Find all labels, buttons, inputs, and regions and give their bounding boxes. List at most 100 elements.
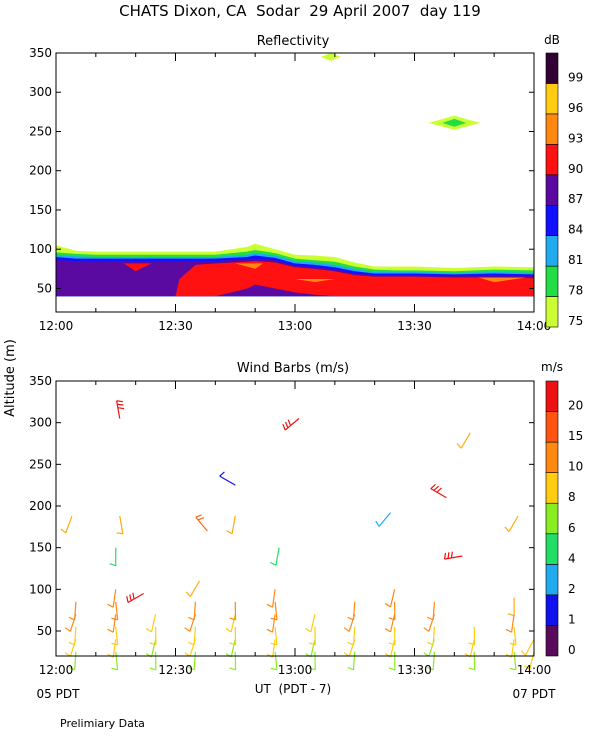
wind-barb [229, 651, 237, 671]
wind-barb [384, 614, 396, 633]
wind-ytick-label: 300 [29, 416, 52, 430]
reflectivity-ytick-label: 350 [29, 46, 52, 60]
wind-xtick-label: 12:30 [158, 663, 193, 677]
wind-barb [126, 592, 144, 604]
reflectivity-colorbar-swatch [545, 52, 559, 84]
wind-barb [384, 589, 396, 608]
wind-barb [468, 626, 476, 646]
reflectivity-colorbar-level-label: 84 [568, 223, 583, 237]
wind-colorbar-level-label: 8 [568, 490, 576, 504]
wind-barb [427, 651, 436, 671]
wind-barb [347, 601, 356, 621]
reflectivity-xtick-label: 14:00 [517, 319, 552, 333]
wind-barb [109, 547, 117, 567]
reflectivity-ytick-label: 150 [29, 203, 52, 217]
wind-barb [427, 601, 436, 621]
wind-colorbar-level-label: 10 [568, 460, 583, 474]
wind-barb [270, 626, 278, 646]
wind-barb [107, 614, 117, 633]
reflectivity-colorbar-level-label: 78 [568, 284, 583, 298]
wind-barb [523, 651, 535, 670]
wind-barb [188, 601, 197, 621]
wind-barb [468, 651, 476, 671]
wind-barb [270, 651, 278, 671]
wind-barb [305, 614, 316, 633]
reflectivity-colorbar-unit: dB [544, 33, 560, 47]
wind-barb [347, 651, 356, 671]
reflectivity-layer [123, 263, 152, 272]
reflectivity-xtick-label: 13:30 [397, 319, 432, 333]
wind-colorbar-unit: m/s [541, 360, 563, 374]
reflectivity-blob [442, 118, 467, 127]
reflectivity-colorbar-level-label: 93 [568, 131, 583, 145]
wind-barb [505, 614, 515, 633]
wind-barb [384, 639, 396, 658]
reflectivity-xtick-label: 12:30 [158, 319, 193, 333]
wind-colorbar-swatch [545, 625, 559, 657]
wind-ytick-label: 50 [37, 624, 52, 638]
wind-barb [388, 626, 396, 646]
wind-barb [347, 626, 356, 646]
wind-barb [309, 651, 316, 671]
reflectivity-colorbar-level-label: 90 [568, 162, 583, 176]
wind-barbs-plot: 50 100 150 200 250 300 350 12:00 12:30 13:00 13:30… [29, 374, 551, 677]
wind-barb [266, 639, 276, 658]
wind-xtick-label: 13:30 [397, 663, 432, 677]
reflectivity-blob [320, 53, 341, 61]
reflectivity-ytick-label: 300 [29, 85, 52, 99]
wind-barb [188, 626, 197, 646]
reflectivity-layer [235, 263, 264, 269]
reflectivity-ytick-label: 250 [29, 124, 52, 138]
reflectivity-ytick-label: 50 [37, 281, 52, 295]
wind-barb [388, 601, 396, 621]
reflectivity-colorbar-level-label: 87 [568, 192, 583, 206]
reflectivity-colorbar-swatch [545, 296, 559, 328]
wind-barb [507, 597, 515, 617]
reflectivity-colorbar-swatch [545, 144, 559, 176]
wind-colorbar-swatch [545, 502, 559, 535]
wind-barb [266, 614, 276, 633]
wind-ytick-label: 350 [29, 374, 52, 388]
wind-barb [443, 551, 463, 560]
wind-barb [305, 639, 316, 658]
wind-xtick-label: 14:00 [517, 663, 552, 677]
reflectivity-layer [295, 279, 335, 283]
figure-title: CHATS Dixon, CA Sodar 29 April 2007 day … [119, 2, 481, 20]
wind-barb [504, 515, 519, 532]
wind-barb-area [60, 400, 535, 671]
end-local-time: 07 PDT [513, 687, 557, 701]
wind-colorbar-swatch [545, 533, 559, 565]
wind-barb [111, 626, 119, 646]
wind-barb [464, 639, 475, 658]
reflectivity-layer [478, 277, 527, 283]
wind-barb [68, 626, 77, 646]
reflectivity-plot: 50 100 150 200 250 300 350 12:00 12:30 13:00 13:30… [29, 46, 551, 333]
reflectivity-ytick-label: 100 [29, 242, 52, 256]
reflectivity-xtick-label: 13:00 [278, 319, 313, 333]
reflectivity-colorbar-swatch [545, 235, 559, 267]
wind-barbs-title: Wind Barbs (m/s) [237, 361, 349, 376]
wind-barb [149, 651, 157, 671]
wind-colorbar-swatch [545, 380, 559, 412]
wind-barb [270, 547, 280, 566]
reflectivity-colorbar-swatch [545, 83, 559, 115]
wind-barb [107, 589, 117, 608]
wind-barb [456, 432, 471, 449]
wind-colorbar-swatch [545, 594, 559, 626]
wind-barb [282, 418, 300, 431]
reflectivity-colorbar-swatch [545, 265, 559, 297]
wind-barb [509, 626, 517, 646]
x-axis-label: UT (PDT - 7) [255, 682, 332, 696]
reflectivity-title: Reflectivity [257, 34, 330, 49]
wind-barb [309, 626, 316, 646]
wind-colorbar-level-label: 4 [568, 551, 576, 565]
wind-barb [430, 484, 447, 499]
reflectivity-layer [362, 279, 379, 287]
wind-xtick-label: 12:00 [39, 663, 74, 677]
reflectivity-colorbar-level-label: 99 [568, 70, 583, 84]
reflectivity-colorbar-swatch [545, 204, 559, 236]
wind-colorbar-swatch [545, 441, 559, 473]
wind-barb [219, 471, 236, 486]
y-axis-label: Altitude (m) [3, 339, 18, 417]
